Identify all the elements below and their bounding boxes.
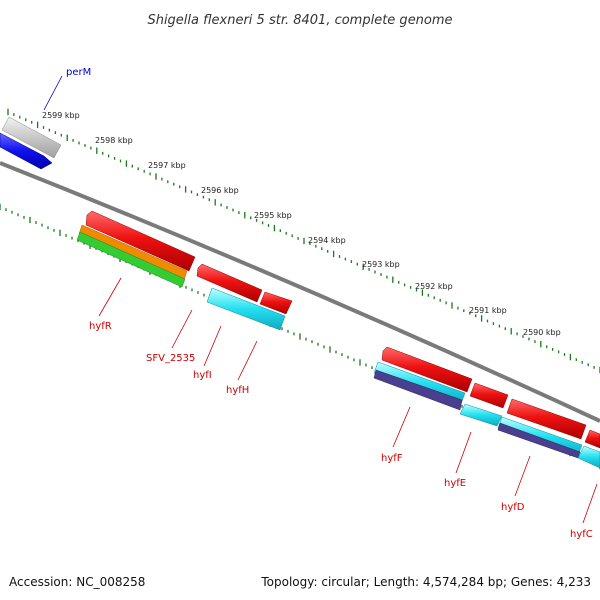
kbp-label: 2593 kbp: [362, 260, 400, 269]
genome-backbone: [0, 161, 600, 423]
gene-label-hyfD[interactable]: hyfD: [501, 502, 525, 513]
gene-feature-hyfE-lower[interactable]: [459, 403, 503, 427]
gene-label-hyfF[interactable]: hyfF: [381, 453, 403, 464]
gene-label-hyfE[interactable]: hyfE: [444, 478, 466, 489]
gene-feature-hyfH[interactable]: [206, 287, 286, 331]
kbp-label: 2591 kbp: [469, 306, 507, 315]
gene-feature-red-small[interactable]: [259, 291, 293, 315]
gene-feature-perM-gray[interactable]: [1, 116, 62, 159]
kbp-label: 2596 kbp: [201, 186, 239, 195]
kbp-label: 2598 kbp: [95, 136, 133, 145]
kbp-label: 2590 kbp: [523, 328, 561, 337]
gene-label-SFV_2535[interactable]: SFV_2535: [146, 353, 195, 364]
leader-line-hyfE: [455, 431, 472, 474]
gene-feature-hyfC-lower[interactable]: [577, 445, 600, 469]
kbp-label: 2597 kbp: [148, 161, 186, 170]
gene-feature-purple[interactable]: [373, 369, 463, 411]
kbp-label: 2592 kbp: [415, 282, 453, 291]
gene-feature-hyfI[interactable]: [196, 263, 263, 303]
gene-feature-green[interactable]: [76, 231, 186, 288]
gene-label-hyfI[interactable]: hyfI: [193, 370, 212, 381]
gene-label-hyfR[interactable]: hyfR: [89, 321, 112, 332]
leader-line-hyfD: [514, 455, 531, 497]
leader-line-perM: [43, 75, 63, 111]
gene-feature-hyfR[interactable]: [85, 210, 196, 272]
kbp-label: 2595 kbp: [254, 211, 292, 220]
gene-label-perM[interactable]: perM: [66, 67, 91, 78]
gene-feature-hyfD[interactable]: [506, 398, 587, 440]
leader-line-hyfF: [392, 406, 411, 448]
leader-line-hyfC: [582, 483, 598, 524]
gene-feature-hyfC[interactable]: [584, 429, 600, 449]
accession-text: Accession: NC_008258: [9, 575, 145, 589]
outer-tick-ruler: [7, 108, 600, 374]
leader-line-hyfR: [98, 277, 122, 317]
kbp-label: 2599 kbp: [42, 111, 80, 120]
leader-line-hyfI: [203, 325, 222, 367]
gene-label-hyfH[interactable]: hyfH: [226, 385, 249, 396]
gene-feature-perM-blue[interactable]: [0, 132, 53, 170]
gene-feature-hyfE[interactable]: [469, 382, 509, 409]
genome-summary-text: Topology: circular; Length: 4,574,284 bp…: [260, 575, 591, 589]
gene-label-hyfC[interactable]: hyfC: [570, 529, 593, 540]
gene-feature-hyfF[interactable]: [381, 346, 473, 393]
kbp-label: 2594 kbp: [308, 236, 346, 245]
leader-line-SFV_2535: [171, 309, 193, 349]
map-title: Shigella flexneri 5 str. 8401, complete …: [147, 13, 452, 28]
leader-line-hyfH: [237, 340, 258, 381]
